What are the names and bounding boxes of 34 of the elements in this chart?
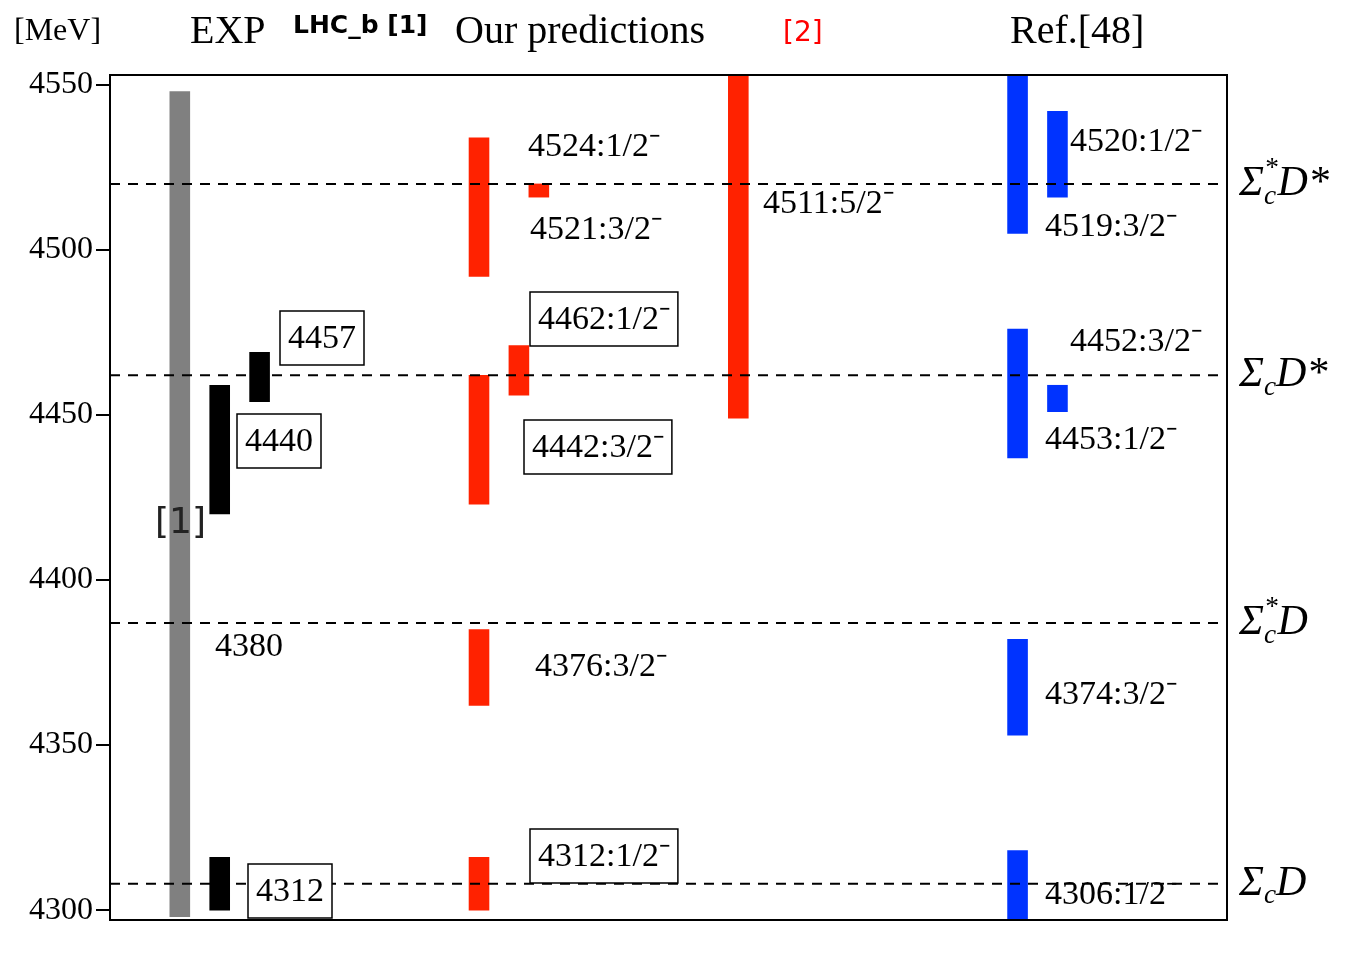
y-tick-label: 4350 (29, 724, 93, 761)
bar (1007, 328, 1028, 459)
annotation: 4312:1/2⁻ (538, 835, 670, 873)
annotation: 4452:3/2⁻ (1070, 320, 1202, 358)
bar (468, 137, 490, 277)
annotation: 4380 (215, 625, 283, 663)
text: EXP (190, 6, 266, 52)
y-tick-label: 4500 (29, 229, 93, 266)
bar (1047, 384, 1068, 413)
annotation: 4442:3/2⁻ (532, 426, 664, 464)
text: LHC_b [1] (293, 9, 428, 39)
annotation: 4511:5/2⁻ (763, 182, 894, 220)
annotation: 4519:3/2⁻ (1045, 205, 1177, 243)
text: Ref.[48] (1010, 6, 1145, 52)
bar (728, 75, 749, 419)
bar (508, 345, 530, 396)
text: [2] (783, 15, 823, 49)
annotation: 4374:3/2⁻ (1045, 673, 1177, 711)
y-tick-label: 4450 (29, 394, 93, 431)
y-tick-label: 4300 (29, 889, 93, 926)
y-axis-title: [MeV] (14, 11, 102, 48)
y-tick-label: 4400 (29, 559, 93, 596)
annotation: 4520:1/2⁻ (1070, 120, 1202, 158)
annotation: 4462:1/2⁻ (538, 298, 670, 336)
annotation: 4457 (288, 317, 356, 355)
annotation: 4524:1/2⁻ (528, 125, 660, 163)
text: Our predictions (455, 6, 705, 52)
y-tick-label: 4550 (29, 64, 93, 101)
annotation: 4376:3/2⁻ (535, 645, 667, 683)
bar (209, 384, 231, 515)
annotation: 4440 (245, 420, 313, 458)
annotation: 4521:3/2⁻ (530, 208, 662, 246)
annotation: 4453:1/2⁻ (1045, 418, 1177, 456)
annotation: 4312 (256, 870, 324, 908)
